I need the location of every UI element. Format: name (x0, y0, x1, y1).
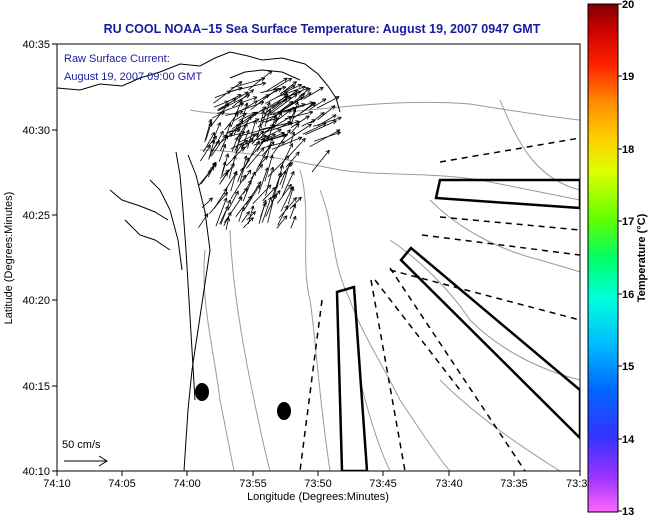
colorbar-tick-label: 18 (622, 144, 634, 156)
x-tick-label: 74:10 (43, 478, 71, 490)
colorbar-tick-label: 19 (622, 71, 634, 83)
y-tick-label: 40:15 (22, 381, 50, 393)
scale-label: 50 cm/s (62, 439, 101, 451)
satellite-swath-outlines (335, 178, 580, 471)
x-tick-label: 73:45 (369, 478, 397, 490)
y-tick-label: 40:25 (22, 210, 50, 222)
x-tick-label: 73:40 (435, 478, 463, 490)
marker-dot (195, 383, 209, 401)
y-tick-label: 40:30 (22, 125, 50, 137)
overlay-line-2: August 19, 2007 09:00 GMT (64, 71, 202, 83)
x-tick-label: 74:00 (173, 478, 201, 490)
y-axis-ticks (52, 43, 57, 472)
x-axis-label: Longitude (Degrees:Minutes) (247, 491, 389, 503)
map-title: RU COOL NOAA–15 Sea Surface Temperature:… (104, 22, 541, 36)
colorbar-tick-label: 15 (622, 361, 634, 373)
colorbar-tick-label: 20 (622, 0, 634, 11)
marker-dot (277, 402, 291, 420)
colorbar-tick-label: 14 (622, 434, 635, 446)
scale-arrow (64, 455, 108, 467)
bathymetry-contours (189, 99, 580, 471)
colorbar-label: Temperature (°C) (636, 213, 648, 302)
colorbar-tick-label: 13 (622, 506, 634, 518)
current-vectors (198, 70, 342, 230)
x-tick-label: 73:50 (304, 478, 332, 490)
coastline (57, 51, 341, 471)
map-area: Raw Surface Current: August 19, 2007 09:… (57, 51, 580, 471)
y-tick-label: 40:20 (22, 295, 50, 307)
y-axis-label: Latitude (Degrees:Minutes) (3, 192, 15, 325)
x-tick-label: 74:05 (108, 478, 136, 490)
x-tick-label: 73:35 (500, 478, 528, 490)
y-tick-label: 40:10 (22, 466, 50, 478)
x-axis-ticks (56, 471, 581, 476)
radar-dashed-lines (299, 137, 580, 471)
colorbar-tick-label: 16 (622, 289, 634, 301)
x-tick-label: 73:3 (566, 478, 587, 490)
y-tick-label: 40:35 (22, 39, 50, 51)
plot-frame (56, 43, 581, 472)
overlay-line-1: Raw Surface Current: (64, 53, 170, 65)
x-tick-label: 73:55 (239, 478, 267, 490)
colorbar-ticks (618, 3, 622, 512)
colorbar (587, 3, 619, 513)
colorbar-tick-label: 17 (622, 216, 634, 228)
